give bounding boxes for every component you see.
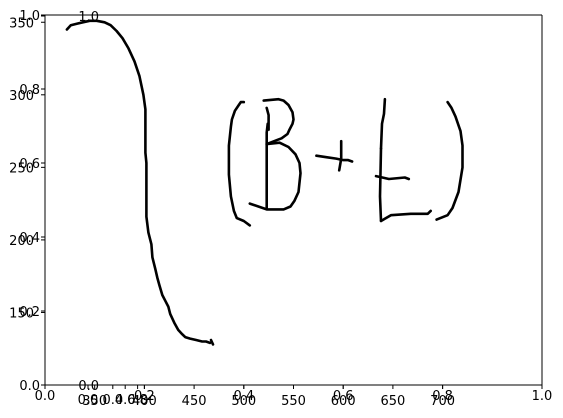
front-axes-xtick-label: 1.0: [532, 389, 553, 404]
stroke-axes-xtick-label: 600: [331, 394, 356, 409]
inset-axes-xtick-label: 0.0: [78, 393, 99, 408]
front-axes-ytick-label: 0.2: [19, 305, 40, 320]
stroke-axes-ytick-label: 150: [9, 306, 34, 321]
stroke-axes-xtick-label: 650: [380, 394, 405, 409]
front-axes-xtick-label: 0.2: [134, 389, 155, 404]
ink-stroke-11: [378, 147, 383, 223]
stroke-axes-xtick-label: 550: [281, 394, 306, 409]
front-axes-xtick-label: 0.8: [432, 389, 453, 404]
front-axes-ytick-label: 0.0: [19, 379, 40, 394]
front-axes-ytick-label: 0.8: [19, 83, 40, 98]
stroke-axes-ytick-label: 250: [9, 161, 34, 176]
axes-frame: [44, 14, 543, 386]
ink-stroke-12: [379, 209, 433, 223]
stroke-axes-ytick-label: 300: [9, 89, 34, 104]
ink-stroke-13: [435, 100, 464, 221]
inset-axes-xtick-label: 0.4: [102, 393, 123, 408]
ink-stroke-8: [315, 154, 354, 163]
ink-stroke-6: [262, 97, 295, 146]
stroke-axes-xtick-label: 700: [430, 394, 455, 409]
stroke-axes-xtick-label: 500: [231, 394, 256, 409]
front-axes-xtick-label: 0.0: [35, 389, 56, 404]
front-axes-ytick-label: 1.0: [19, 9, 40, 24]
ink-stroke-10: [379, 97, 387, 150]
stroke-axes-xtick-label: 400: [132, 394, 157, 409]
stroke-axes-xtick-label: 450: [182, 394, 207, 409]
stroke-axes-ytick-label: 350: [9, 16, 34, 31]
inset-axes-xtick-label: 0.6: [115, 393, 136, 408]
front-axes-ytick-label: 0.4: [19, 231, 40, 246]
ink-stroke-1: [65, 19, 212, 345]
front-axes-xtick-label: 0.6: [333, 389, 354, 404]
ink-stroke-14: [374, 174, 411, 181]
ink-stroke-3: [227, 100, 252, 227]
ink-stroke-9: [337, 139, 343, 172]
inset-axes-ytick-label: 0.0: [78, 379, 99, 394]
ink-stroke-5: [265, 122, 270, 210]
ink-stroke-7: [248, 141, 302, 211]
stroke-axes-xtick-label: 350: [82, 394, 107, 409]
ink-stroke-2: [209, 338, 215, 346]
front-axes-ytick-label: 0.6: [19, 157, 40, 172]
stroke-axes-ytick-label: 200: [9, 234, 34, 249]
front-axes-xtick-label: 0.4: [233, 389, 254, 404]
handwriting-strokes: [65, 19, 464, 346]
inset-axes-xtick-label: 0.8: [127, 393, 148, 408]
